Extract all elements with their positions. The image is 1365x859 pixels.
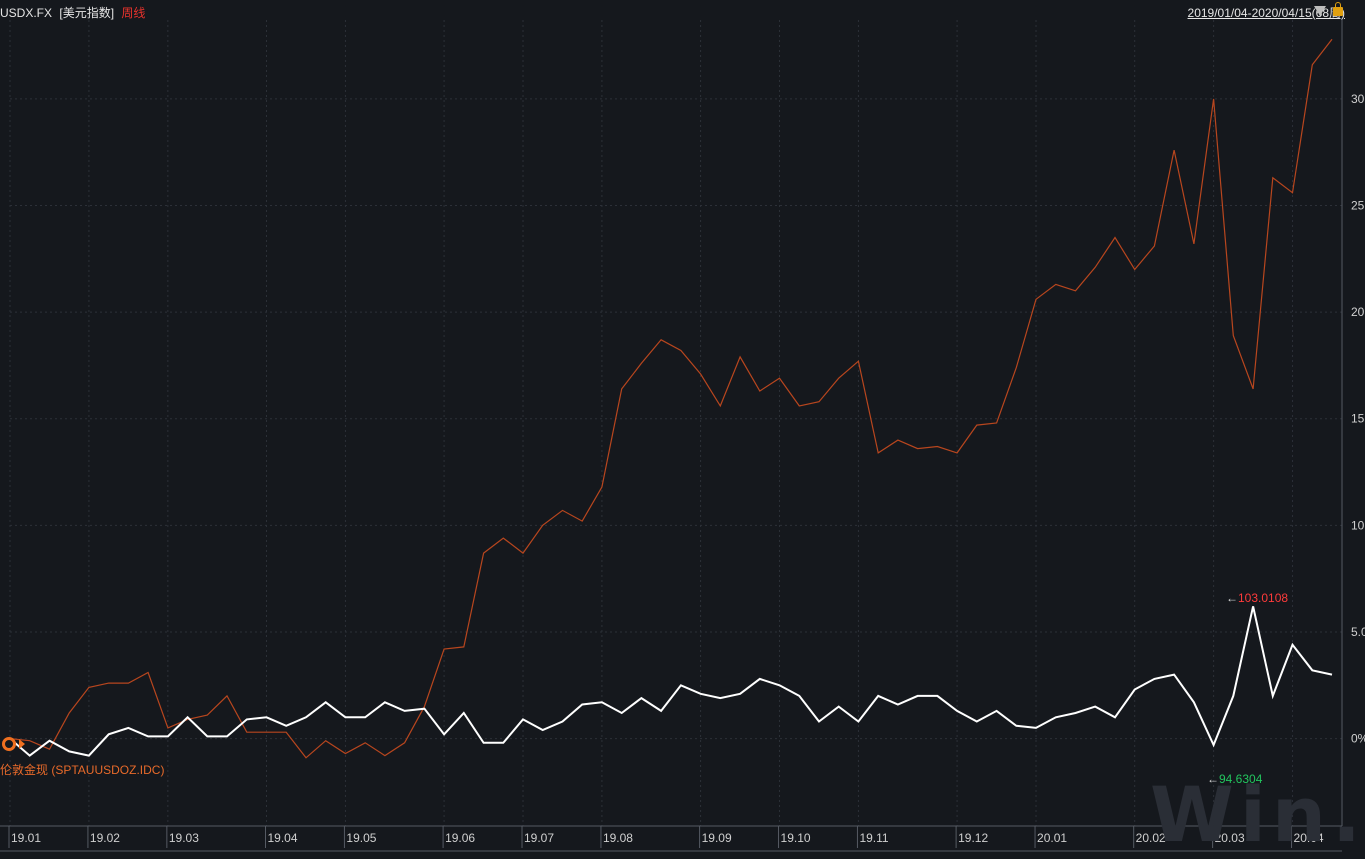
lock-icon[interactable] [1333, 2, 1343, 16]
symbol-label[interactable]: USDX.FX [0, 6, 53, 20]
x-tick-label: 20.02 [1136, 831, 1166, 845]
x-tick-label: 20.01 [1037, 831, 1067, 845]
symbol-name: [美元指数] [59, 6, 115, 20]
period-label[interactable]: 周线 [121, 6, 146, 20]
watermark-logo: Win.d [1150, 770, 1365, 859]
y-tick-label: 25 [1351, 199, 1365, 213]
chart-header: USDX.FX [美元指数] 周线 [0, 4, 145, 21]
series-label[interactable]: 伦敦金现 (SPTAUUSDOZ.IDC) [0, 763, 165, 777]
x-tick-label: 19.07 [524, 831, 554, 845]
x-tick-label: 19.05 [346, 831, 376, 845]
series-lines [9, 38, 1333, 759]
high-value: 103.0108 [1238, 591, 1289, 605]
x-tick-label: 19.04 [268, 831, 298, 845]
y-tick-label: 0% [1351, 732, 1365, 746]
y-tick-label: 10 [1351, 518, 1365, 532]
x-tick-label: 19.03 [169, 831, 199, 845]
x-tick-label: 19.12 [958, 831, 988, 845]
x-tick-label: 20.04 [1294, 831, 1324, 845]
dropdown-triangle-icon[interactable] [1314, 6, 1326, 16]
series-marker-icon[interactable] [2, 737, 16, 751]
series-line-usdx[interactable] [9, 606, 1333, 757]
x-tick-label: 20.03 [1215, 831, 1245, 845]
x-tick-label: 19.09 [702, 831, 732, 845]
arrow-left-icon: ← [1226, 591, 1238, 605]
x-tick-label: 19.08 [603, 831, 633, 845]
x-tick-label: 19.11 [859, 831, 888, 845]
series-arrow-icon [19, 739, 25, 749]
x-tick-label: 19.02 [90, 831, 120, 845]
x-tick-label: 19.01 [11, 831, 41, 845]
series-line-gold[interactable] [9, 38, 1333, 759]
low-annotation: ←94.6304 [1207, 772, 1262, 786]
y-tick-label: 15 [1351, 412, 1365, 426]
y-tick-label: 5.0 [1351, 625, 1365, 639]
x-tick-label: 19.06 [445, 831, 475, 845]
y-tick-label: 30 [1351, 92, 1365, 106]
x-tick-label: 19.10 [781, 831, 811, 845]
low-value: 94.6304 [1219, 772, 1263, 786]
y-tick-label: 20 [1351, 305, 1365, 319]
arrow-left-icon: ← [1207, 772, 1219, 786]
high-annotation: ←103.0108 [1226, 591, 1288, 605]
date-range-selector[interactable]: 2019/01/04-2020/04/15(68周) [1187, 6, 1345, 20]
grid-lines [9, 20, 1342, 826]
axes [0, 18, 1343, 852]
tick-labels: 0% 5.0 10 15 20 25 30 19.01 19.02 19.03 19.04 19.05… [11, 92, 1365, 845]
